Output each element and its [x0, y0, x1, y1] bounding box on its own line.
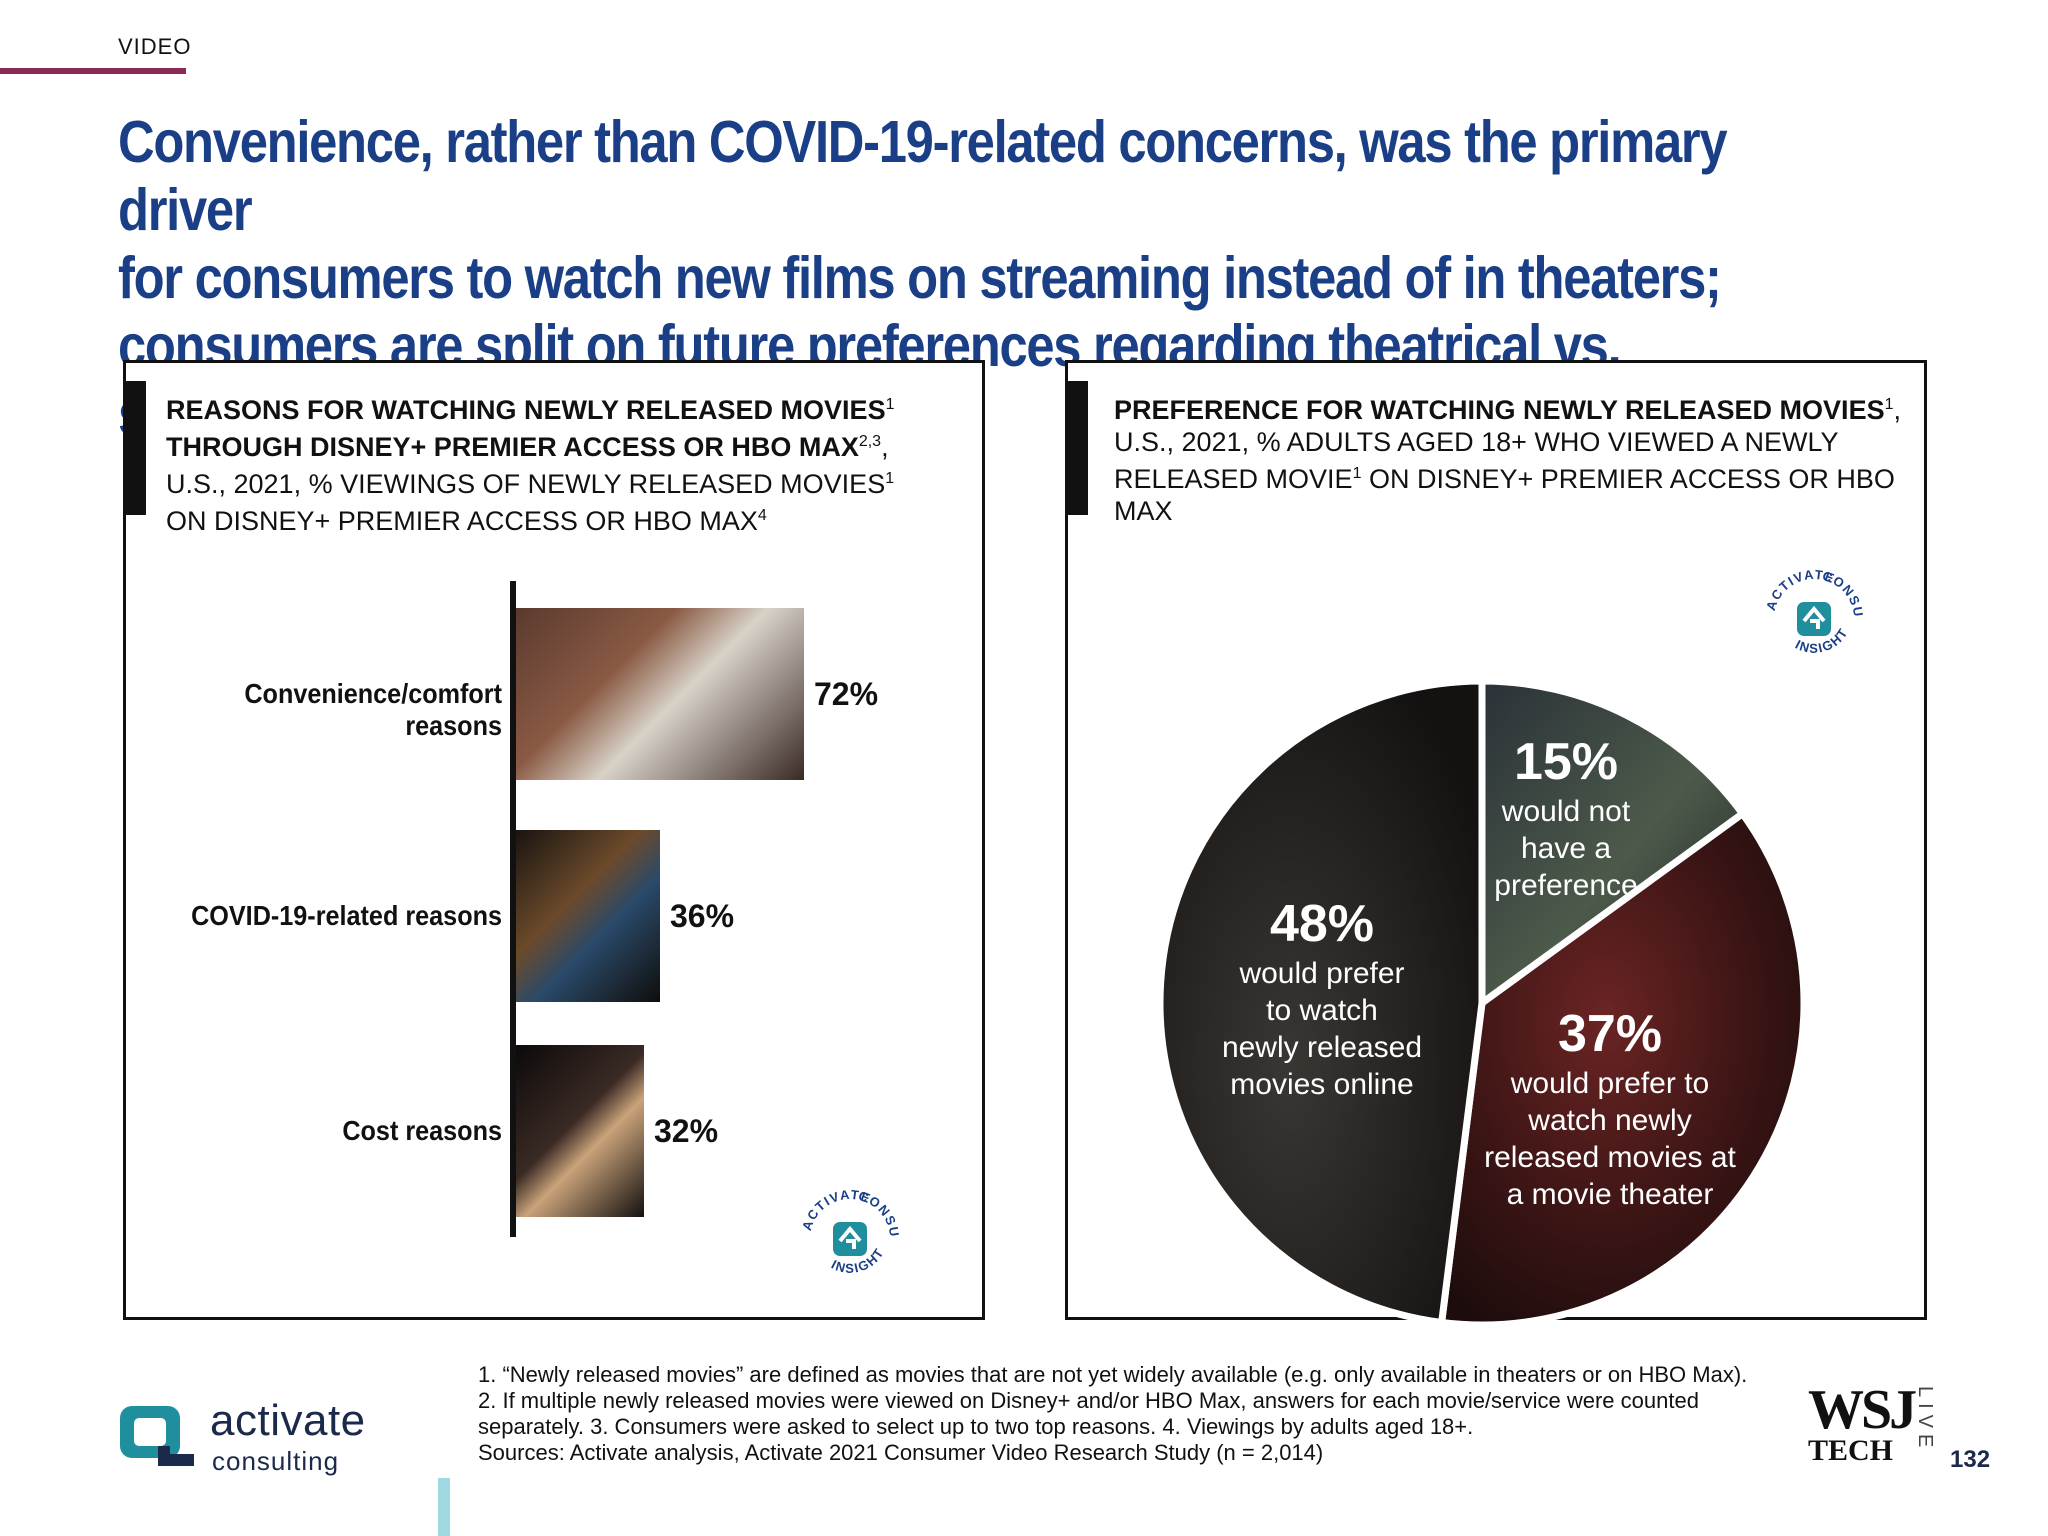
- bar-category-label: Cost reasons: [342, 1115, 502, 1146]
- pie-title-rest-2: ON DISNEY+ PREMIER ACCESS OR HBO MAX: [1114, 464, 1895, 526]
- headline-line-2: for consumers to watch new films on stre…: [118, 245, 1722, 311]
- footnote-line-3: separately. 3. Consumers were asked to s…: [478, 1414, 1474, 1439]
- panel-accent-bar: [1068, 381, 1088, 515]
- pie-slice-label-line: newly released: [1222, 1031, 1422, 1064]
- pie-slice-label-line: have a: [1521, 832, 1611, 865]
- wsj-tech-text: TECH: [1808, 1434, 1894, 1467]
- pie-chart: 15% would not have a preference 37% would pre…: [1156, 677, 1808, 1323]
- bar-title-bold-1: REASONS FOR WATCHING NEWLY RELEASED MOVI…: [166, 395, 886, 425]
- bar-title-comma: ,: [881, 432, 889, 462]
- wsj-logo-text: WSJ: [1808, 1379, 1917, 1441]
- headline-line-1: Convenience, rather than COVID-19-relate…: [118, 109, 1728, 243]
- pie-slice-label-line: to watch: [1266, 994, 1378, 1027]
- bar-title-sup-3: 1: [885, 470, 895, 487]
- bar-chart-panel: REASONS FOR WATCHING NEWLY RELEASED MOVI…: [123, 360, 985, 1320]
- bar-chart-title: REASONS FOR WATCHING NEWLY RELEASED MOVI…: [166, 389, 966, 537]
- bar-category-label: Convenience/comfort reasons: [244, 678, 502, 741]
- bar-title-rest-3: ON DISNEY+ PREMIER ACCESS OR HBO MAX: [166, 506, 758, 536]
- pie-chart-panel: PREFERENCE FOR WATCHING NEWLY RELEASED M…: [1065, 360, 1927, 1323]
- panel-accent-bar: [126, 381, 146, 515]
- bar-1: [516, 830, 660, 1002]
- bar-0: [516, 608, 804, 780]
- pie-slice-1: [1438, 810, 1808, 1323]
- wsj-tech-logo: WSJ TECH: [1808, 1379, 1918, 1467]
- activate-consumer-insight-badge: ACTIVATE CONSUMER INSIGHT: [794, 1183, 901, 1276]
- pie-value-label: 37%: [1558, 1005, 1662, 1063]
- bar-axis: [510, 581, 516, 1237]
- footer-accent-bar: [438, 1478, 450, 1536]
- logo-name: activate: [210, 1396, 366, 1445]
- pie-slice-label-line: preference: [1494, 869, 1637, 902]
- activate-consumer-insight-badge: ACTIVATE CONSUMER INSIGHT: [1758, 563, 1865, 656]
- bar-title-sup-1: 1: [885, 396, 895, 413]
- pie-slice-label-line: would not: [1501, 795, 1631, 828]
- page-number: 132: [1950, 1446, 1991, 1473]
- pie-title-rest-1: , U.S., 2021, % ADULTS AGED 18+ WHO VIEW…: [1114, 395, 1902, 494]
- logo-sub: consulting: [212, 1446, 340, 1476]
- section-tag: VIDEO: [118, 34, 192, 59]
- footnote-line-2: 2. If multiple newly released movies wer…: [478, 1388, 1699, 1413]
- pie-slice-label-line: a movie theater: [1507, 1178, 1714, 1211]
- activate-logo-icon: [120, 1406, 194, 1466]
- bar-value-label: 32%: [654, 1113, 719, 1149]
- pie-value-label: 15%: [1514, 733, 1618, 791]
- bar-value-label: 36%: [670, 898, 735, 934]
- bar-title-bold-2: THROUGH DISNEY+ PREMIER ACCESS OR HBO MA…: [166, 432, 859, 462]
- wsj-live-text: LIVE: [1914, 1386, 1936, 1454]
- pie-slice-label-line: movies online: [1230, 1068, 1413, 1101]
- bar-value-label: 72%: [814, 676, 879, 712]
- bar-title-sup-4: 4: [757, 507, 767, 524]
- pie-value-label: 48%: [1270, 895, 1374, 953]
- bar-category-label: COVID-19-related reasons: [191, 900, 502, 931]
- footnotes: 1. “Newly released movies” are defined a…: [478, 1362, 1818, 1466]
- bar-title-rest-2: U.S., 2021, % VIEWINGS OF NEWLY RELEASED…: [166, 469, 886, 499]
- bar-title-sup-2: 2,3: [858, 433, 882, 450]
- bar-2: [516, 1045, 644, 1217]
- pie-slice-2: [1156, 677, 1486, 1323]
- pie-slice-0: [1478, 677, 1747, 1007]
- pie-chart-title: PREFERENCE FOR WATCHING NEWLY RELEASED M…: [1114, 389, 1914, 527]
- footnote-line-1: 1. “Newly released movies” are defined a…: [478, 1362, 1748, 1387]
- section-rule: [0, 68, 186, 74]
- pie-title-sup-2: 1: [1352, 465, 1362, 482]
- pie-slice-label-line: watch newly: [1527, 1104, 1691, 1137]
- pie-title-bold: PREFERENCE FOR WATCHING NEWLY RELEASED M…: [1114, 395, 1885, 425]
- pie-slice-label-line: would prefer: [1238, 957, 1404, 990]
- pie-title-sup-1: 1: [1884, 396, 1894, 413]
- footnote-line-4: Sources: Activate analysis, Activate 202…: [478, 1440, 1324, 1465]
- pie-slice-label-line: released movies at: [1484, 1141, 1736, 1174]
- pie-slice-label-line: would prefer to: [1510, 1067, 1709, 1100]
